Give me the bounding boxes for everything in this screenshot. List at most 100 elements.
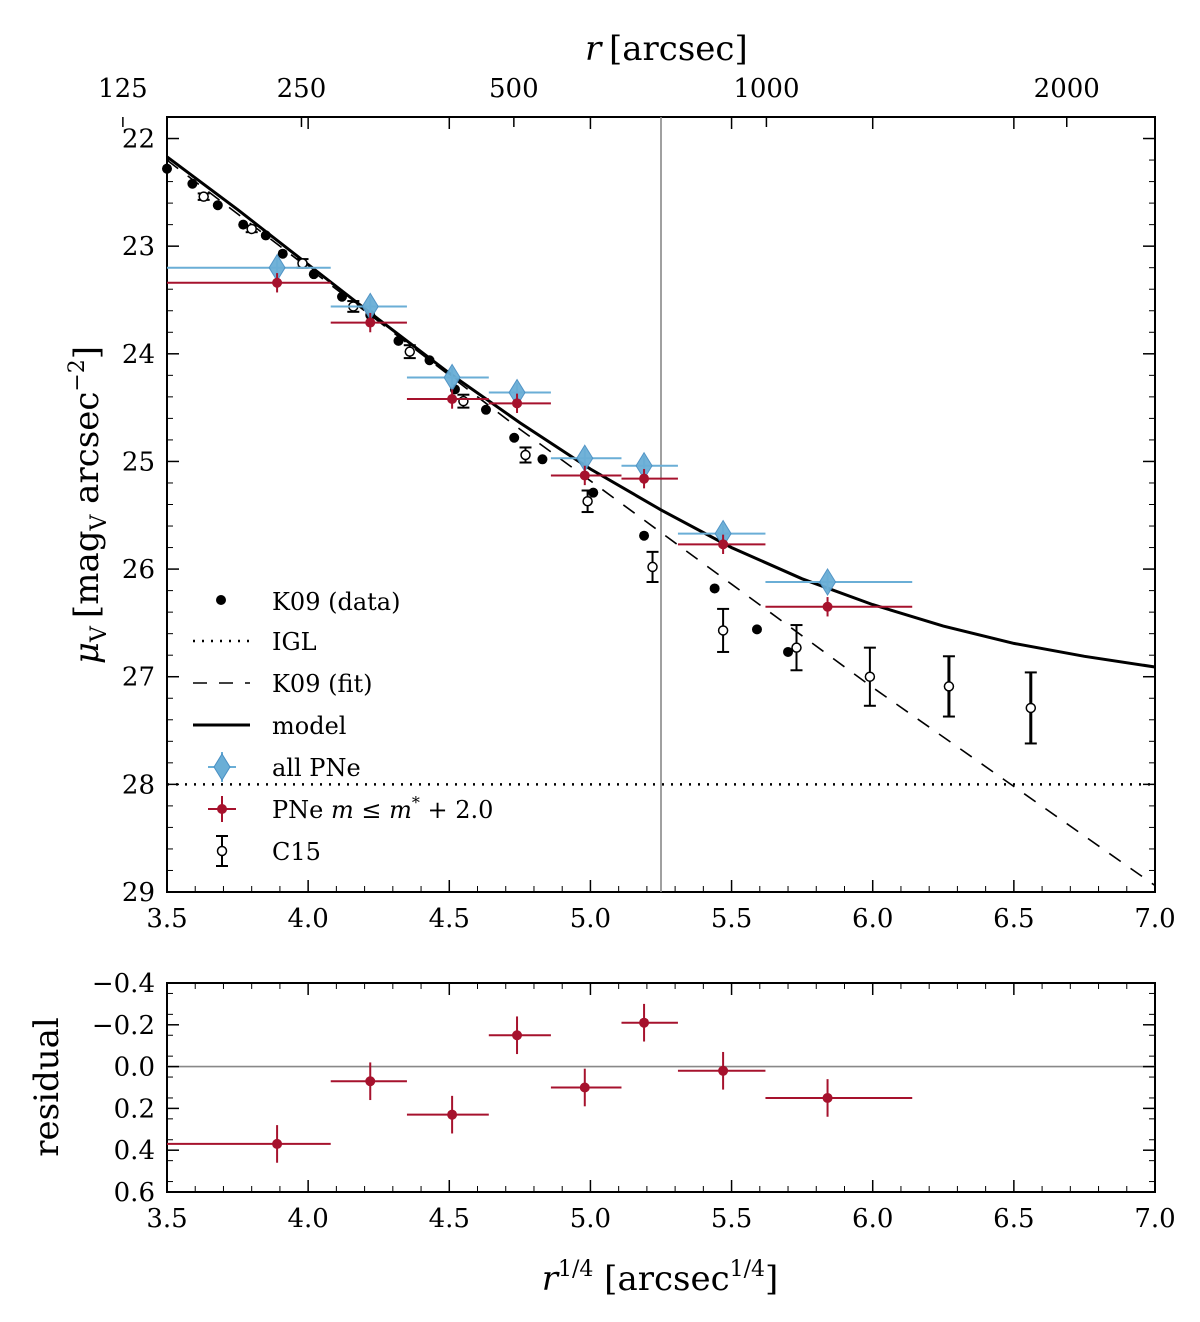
k09-data-point bbox=[537, 454, 548, 465]
k09-data-point bbox=[187, 178, 198, 189]
c15-point bbox=[791, 642, 802, 653]
k09-data-point bbox=[588, 487, 599, 498]
k09-data-point bbox=[709, 583, 720, 594]
legend-marker-all-pne bbox=[208, 752, 236, 782]
y-tick-label: 27 bbox=[122, 663, 155, 693]
c15-point bbox=[246, 223, 257, 235]
y-tick-label: 28 bbox=[122, 770, 155, 800]
legend-marker-c15 bbox=[216, 835, 228, 867]
main-panel: 3.5 4.0 4.5 5.0 5.5 6.0 6.5 7.0 22 23 24 25 26 27 28 29… bbox=[65, 29, 1176, 934]
c15-point bbox=[864, 671, 876, 682]
x-tick-label: 4.5 bbox=[429, 904, 470, 934]
k09-data-point bbox=[639, 530, 650, 541]
k09-data-point bbox=[783, 646, 794, 657]
res-y-tick-label: −0.4 bbox=[92, 969, 155, 999]
x-tick-label: 5.0 bbox=[570, 904, 611, 934]
residual-panel: 3.5 4.0 4.5 5.0 5.5 6.0 6.5 7.0 −0.4 −0.2 0.0 0.2 0.… bbox=[27, 969, 1176, 1299]
legend: K09 (data) IGL K09 (fit) model all PNe P… bbox=[193, 588, 493, 867]
top-axis-label-r: r bbox=[585, 29, 603, 69]
legend-label-igl: IGL bbox=[272, 628, 317, 656]
c15-point bbox=[520, 449, 531, 461]
x-tick-label: 7.0 bbox=[1134, 904, 1175, 934]
pne-cut-point bbox=[639, 473, 650, 484]
residual-axis-ticks: 3.5 4.0 4.5 5.0 5.5 6.0 6.5 7.0 −0.4 −0.2 0.0 0.2 0.… bbox=[92, 969, 1176, 1234]
main-y-axis-label: μV[magV arcsec−2] bbox=[65, 346, 112, 664]
c15-point bbox=[582, 496, 593, 507]
residual-y-axis-label: residual bbox=[27, 1017, 67, 1157]
pne-cut-point bbox=[822, 601, 833, 612]
k09-fit-line bbox=[166, 159, 1156, 887]
top-axis-tick-label: 250 bbox=[277, 74, 327, 104]
k09-data-point bbox=[393, 335, 404, 346]
legend-marker-k09-data bbox=[216, 595, 226, 605]
all-pne-point bbox=[818, 568, 837, 596]
y-tick-label: 29 bbox=[122, 878, 155, 908]
top-axis-tick-label: 1000 bbox=[733, 74, 799, 104]
x-axis-label: r1/4 [arcsec1/4] bbox=[542, 1257, 779, 1299]
residual-point bbox=[718, 1065, 729, 1076]
legend-label-pne-cut: PNe m ≤ m* + 2.0 bbox=[272, 793, 493, 824]
res-y-tick-label: 0.2 bbox=[114, 1094, 155, 1124]
res-y-tick-label: 0.4 bbox=[114, 1136, 155, 1166]
res-x-tick-label: 4.0 bbox=[287, 1204, 328, 1234]
model-line bbox=[166, 155, 1156, 669]
y-tick-label: 22 bbox=[122, 125, 155, 155]
k09-data-point bbox=[238, 219, 249, 230]
residual-point bbox=[822, 1092, 833, 1103]
y-tick-label: 25 bbox=[122, 447, 155, 477]
res-y-tick-label: 0.6 bbox=[114, 1178, 155, 1208]
res-x-tick-label: 3.5 bbox=[146, 1204, 187, 1234]
legend-label-all-pne: all PNe bbox=[272, 754, 361, 782]
c15-point bbox=[297, 258, 308, 269]
k09-data-point bbox=[337, 291, 348, 302]
top-axis-tick-label: 2000 bbox=[1034, 74, 1100, 104]
res-x-tick-label: 5.5 bbox=[711, 1204, 752, 1234]
pne-cut-point bbox=[512, 398, 523, 409]
k09-data-point bbox=[308, 269, 319, 280]
legend-label-c15: C15 bbox=[272, 838, 321, 866]
k09-data-point bbox=[277, 248, 288, 259]
residual-point bbox=[512, 1030, 523, 1041]
res-x-tick-label: 7.0 bbox=[1134, 1204, 1175, 1234]
y-tick-label: 24 bbox=[122, 340, 155, 370]
legend-label-k09-data: K09 (data) bbox=[272, 588, 400, 616]
res-x-tick-label: 6.0 bbox=[852, 1204, 893, 1234]
k09-data-point bbox=[260, 230, 271, 241]
c15-point bbox=[1025, 702, 1037, 714]
main-data-points bbox=[162, 163, 1037, 745]
residual-point bbox=[447, 1109, 458, 1120]
res-x-tick-label: 5.0 bbox=[570, 1204, 611, 1234]
legend-label-k09-fit: K09 (fit) bbox=[272, 670, 372, 698]
k09-data-point bbox=[212, 200, 223, 211]
top-axis-tick-label: 500 bbox=[489, 74, 539, 104]
c15-point bbox=[717, 625, 729, 636]
x-tick-label: 6.0 bbox=[852, 904, 893, 934]
main-axis-ticks: 3.5 4.0 4.5 5.0 5.5 6.0 6.5 7.0 22 23 24 25 26 27 28 29… bbox=[98, 74, 1176, 934]
k09-data-point bbox=[162, 163, 172, 174]
top-axis-label-unit: [arcsec] bbox=[609, 29, 748, 69]
residual-point bbox=[365, 1076, 376, 1087]
k09-data-point bbox=[751, 624, 762, 635]
res-x-tick-label: 4.5 bbox=[429, 1204, 470, 1234]
x-tick-label: 6.5 bbox=[993, 904, 1034, 934]
top-axis-tick-label: 125 bbox=[98, 74, 148, 104]
c15-point bbox=[647, 561, 658, 573]
res-y-tick-label: 0.0 bbox=[114, 1053, 155, 1083]
res-y-tick-label: −0.2 bbox=[92, 1011, 155, 1041]
pne-cut-point bbox=[447, 394, 458, 405]
residual-data-points bbox=[167, 1003, 913, 1163]
residual-point bbox=[579, 1082, 590, 1093]
c15-point bbox=[943, 681, 955, 692]
y-tick-label: 26 bbox=[122, 555, 155, 585]
x-tick-label: 5.5 bbox=[711, 904, 752, 934]
res-x-tick-label: 6.5 bbox=[993, 1204, 1034, 1234]
legend-marker-pne-cut bbox=[208, 796, 236, 822]
x-tick-label: 3.5 bbox=[146, 904, 187, 934]
main-curves bbox=[166, 155, 1156, 887]
pne-cut-point bbox=[272, 277, 283, 288]
k09-data-point bbox=[480, 404, 491, 415]
c15-point bbox=[198, 191, 209, 202]
k09-data-point bbox=[509, 432, 520, 443]
residual-plot-frame bbox=[166, 982, 1156, 1193]
